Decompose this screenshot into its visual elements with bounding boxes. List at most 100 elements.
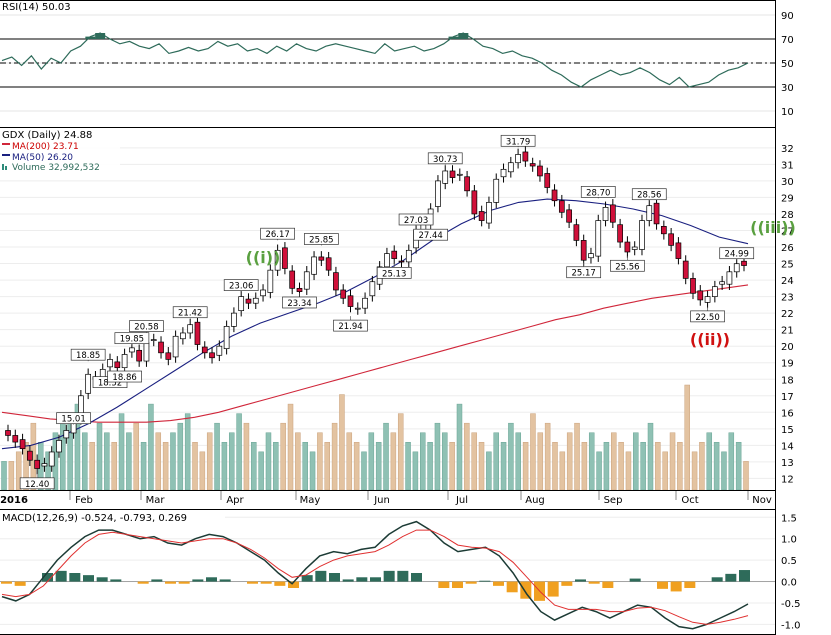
candle-up	[486, 202, 492, 224]
candle-up	[180, 332, 186, 340]
candle-down	[12, 435, 19, 443]
volume-bar	[581, 442, 588, 491]
price-tick-label: 22	[781, 309, 794, 320]
macd-histogram-bar	[411, 573, 422, 582]
candle-down	[209, 352, 215, 359]
candle-up	[507, 162, 514, 173]
callout-label: 23.06	[229, 282, 253, 292]
rsi-tick-label: 50	[781, 59, 794, 70]
volume-bar	[280, 422, 286, 491]
volume-bar	[500, 442, 507, 491]
price-tick-label: 15	[781, 425, 794, 436]
macd-histogram-bar	[493, 581, 504, 586]
candle-up	[369, 281, 376, 297]
candle-up	[267, 269, 274, 293]
volume-bar	[295, 432, 301, 491]
callout-label: 21.42	[178, 309, 202, 319]
candle-up	[274, 249, 281, 271]
candle-up	[726, 271, 733, 285]
candle-down	[478, 211, 485, 221]
candle-up	[719, 281, 725, 285]
volume-bar	[574, 422, 580, 491]
callout-box	[631, 188, 667, 201]
volume-bar	[206, 432, 213, 491]
callout-label: 25.56	[615, 262, 639, 272]
callout-label: 28.56	[637, 191, 661, 201]
x-label: Mar	[146, 495, 166, 506]
macd-histogram-bar	[383, 570, 395, 582]
volume-bar	[390, 432, 397, 491]
candle-down	[282, 247, 288, 269]
callout-label: 31.79	[506, 137, 530, 147]
candle-down	[522, 151, 529, 162]
candle-down	[558, 200, 565, 213]
candle-up	[602, 206, 609, 221]
macd-histogram-bar	[219, 579, 231, 582]
callout-box	[303, 233, 339, 245]
candle-down	[5, 430, 11, 436]
moving-averages	[1, 198, 749, 450]
volume-bar	[111, 442, 117, 491]
volume-bar	[508, 422, 514, 491]
callout-box	[260, 227, 295, 240]
callout-label: 22.50	[695, 313, 719, 323]
x-label: Apr	[226, 495, 244, 506]
candle-down	[340, 289, 347, 299]
macd-histogram-bar	[342, 579, 354, 582]
macd-histogram-bar	[110, 579, 122, 582]
volume-bar	[552, 442, 558, 491]
macd-histogram-bar	[14, 581, 26, 586]
callout-box	[610, 259, 645, 272]
wave-labels: ((i)) ((ii)) ((iii))	[246, 218, 796, 349]
x-label: 2016	[0, 495, 28, 506]
candle-down	[537, 165, 543, 177]
price-tick-label: 12	[781, 474, 794, 485]
price-callouts: 15.01 12.40 18.85 19.85 18.52 20.58 18.86 21.42…	[19, 134, 755, 490]
volume-bar	[559, 451, 566, 491]
volume-bar	[537, 432, 544, 491]
callout-label: 23.34	[287, 299, 311, 309]
candle-up	[56, 440, 62, 453]
volume-bar	[184, 413, 191, 491]
macd-histogram-bar	[452, 581, 463, 588]
candle-up	[150, 339, 157, 341]
candle-down	[471, 190, 478, 215]
volume-bar	[442, 432, 448, 491]
volume-bar	[265, 432, 272, 491]
candle-down	[690, 278, 696, 294]
candle-down	[675, 242, 682, 259]
candle-up	[107, 359, 113, 368]
volume-bar	[324, 442, 330, 491]
volume-bar	[375, 442, 382, 491]
candle-down	[653, 202, 660, 225]
x-label: Nov	[752, 495, 772, 506]
macd-panel: -1.0 -0.5 0.0 0.5 1.0 1.5 MACD(12,26,9) -0.52…	[0, 511, 801, 631]
candle-up	[129, 347, 135, 353]
price-tick-label: 20	[781, 342, 794, 353]
candle-up	[354, 307, 361, 310]
macd-histogram-bar	[83, 575, 94, 582]
callout-box	[114, 332, 150, 345]
callout-label: 25.13	[382, 269, 406, 279]
rsi-overbought-fill	[448, 36, 459, 39]
ma50-swatch	[2, 154, 10, 156]
candle-down	[741, 260, 747, 266]
macd-histogram-bar	[561, 581, 573, 586]
ma200-line	[1, 284, 749, 423]
price-tick-label: 29	[781, 193, 794, 204]
volume-bar	[493, 432, 499, 491]
candle-down	[551, 189, 558, 202]
macd-histogram-bar	[438, 581, 450, 588]
volume-bar	[530, 413, 536, 491]
macd-histogram-bar	[151, 579, 163, 582]
volume-bar	[353, 442, 360, 491]
volume-bar	[735, 442, 742, 491]
candle-down	[318, 256, 325, 261]
callout-box	[56, 412, 91, 425]
volume-bar	[214, 422, 220, 491]
volume-bar	[287, 403, 294, 491]
macd-histogram-bar	[96, 577, 108, 582]
candle-up	[238, 296, 245, 312]
callout-label: 30.73	[433, 155, 457, 165]
candle-down	[580, 240, 587, 261]
